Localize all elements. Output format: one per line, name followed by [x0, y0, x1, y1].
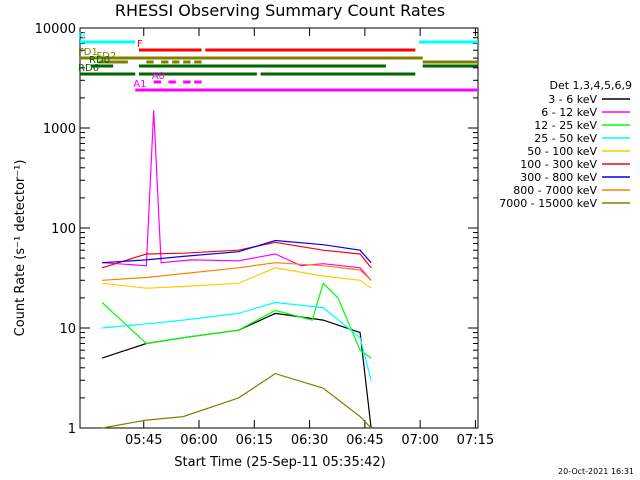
timestamp-stamp: 20-Oct-2021 16:31: [558, 467, 634, 476]
x-axis-label: Start Time (25-Sep-11 05:35:42): [174, 455, 385, 470]
x-tick-label: 07:15: [457, 433, 494, 448]
legend-label: 3 - 6 keV: [548, 93, 597, 106]
x-tick-label: 06:00: [180, 433, 217, 448]
legend-label: 800 - 7000 keV: [513, 184, 597, 197]
series-line: [101, 282, 372, 359]
flag-label: RD6: [78, 63, 99, 74]
series-line: [102, 110, 372, 281]
y-tick-label: 10000: [35, 22, 76, 37]
flag-label: F: [137, 39, 143, 50]
flag-label: RD0: [89, 55, 110, 66]
y-axis-label: Count Rate (s⁻¹ detector⁻¹): [13, 160, 28, 337]
series-line: [101, 372, 372, 429]
legend-label: 6 - 12 keV: [541, 106, 597, 119]
flag-label: FD1: [78, 47, 98, 58]
legend-label: 7000 - 15000 keV: [499, 197, 597, 210]
legend-label: 25 - 50 keV: [534, 132, 597, 145]
y-tick-label: 1000: [43, 122, 76, 137]
y-tick-label: 10: [59, 322, 76, 337]
flag-label: A0: [152, 71, 165, 82]
series-line: [102, 301, 372, 381]
x-tick-label: 05:45: [125, 433, 162, 448]
flag-label: N: [78, 31, 85, 42]
legend-label: 12 - 25 keV: [534, 119, 597, 132]
y-axis-ticks: 1 10 100 1000 10000: [35, 22, 478, 437]
x-tick-label: 07:00: [401, 433, 438, 448]
x-axis-ticks: 05:45 06:00 06:15 06:30 06:45 07:00 07:15: [125, 28, 494, 448]
series-layer: [101, 110, 372, 429]
legend-title: Det 1,3,4,5,6,9: [549, 79, 632, 92]
series-line: [102, 262, 372, 281]
chart-title: RHESSI Observing Summary Count Rates: [115, 1, 445, 20]
y-tick-label: 100: [51, 222, 76, 237]
y-tick-label: 1: [68, 422, 76, 437]
x-tick-label: 06:15: [236, 433, 273, 448]
legend-label: 100 - 300 keV: [520, 158, 597, 171]
x-tick-label: 06:30: [291, 433, 328, 448]
series-line: [102, 239, 372, 264]
legend-label: 300 - 800 keV: [520, 171, 597, 184]
flag-label: A1: [133, 79, 146, 90]
x-tick-label: 06:45: [346, 433, 383, 448]
series-line: [102, 267, 372, 289]
legend-label: 50 - 100 keV: [527, 145, 597, 158]
flag-label: FD2: [96, 51, 116, 62]
